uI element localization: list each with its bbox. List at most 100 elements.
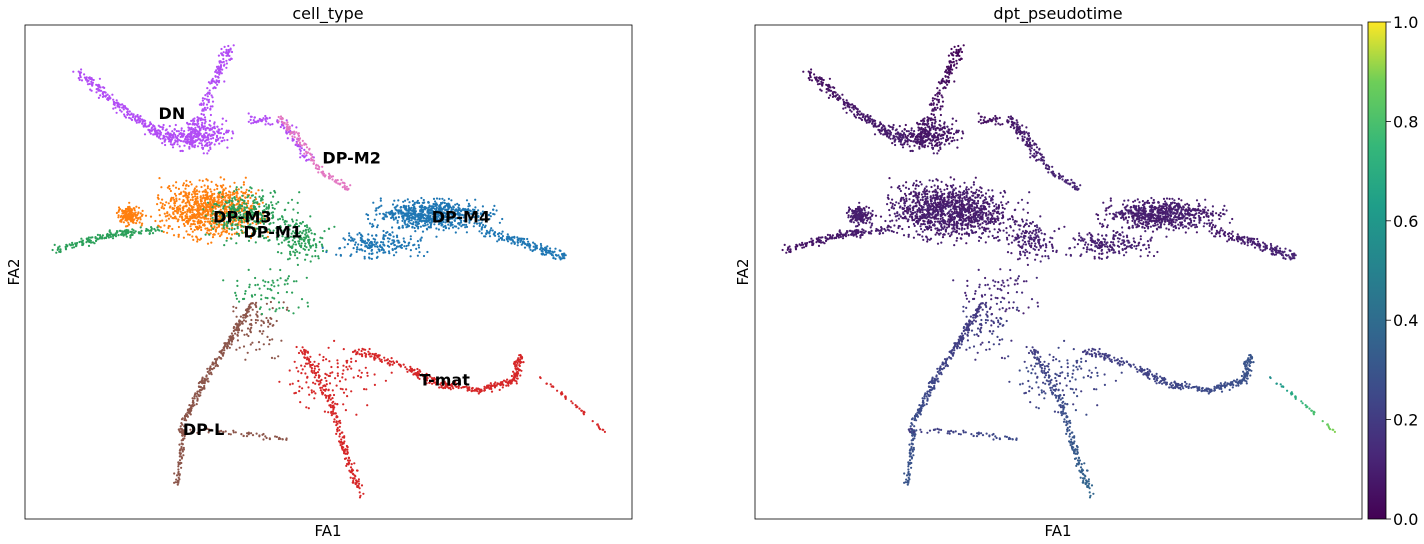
cell-point (527, 240, 530, 243)
cell-point (161, 126, 164, 129)
cell-point (405, 226, 408, 229)
cell-point (262, 438, 265, 441)
cell-point (119, 103, 122, 106)
cell-point (374, 245, 377, 248)
cell-point (227, 44, 230, 48)
cell-point (166, 231, 169, 234)
cell-point (168, 213, 171, 216)
cell-point (91, 241, 95, 244)
cell-point (296, 211, 299, 214)
cell-point (225, 239, 228, 242)
cell-point (132, 207, 135, 210)
cell-point (201, 118, 205, 121)
cell-point (501, 230, 504, 233)
cell-point (216, 187, 219, 190)
cell-point (334, 412, 337, 415)
cell-point (242, 181, 245, 184)
cell-point (293, 136, 296, 139)
cell-point (115, 111, 118, 114)
cell-point (200, 112, 203, 116)
cell-point (216, 125, 219, 128)
cell-point (293, 360, 296, 363)
cell-point (166, 212, 169, 215)
cell-point (405, 217, 408, 220)
cell-point (72, 246, 76, 249)
cell-point (362, 492, 365, 495)
cell-point (200, 185, 203, 189)
cell-point (191, 123, 194, 126)
cell-point (203, 106, 206, 109)
cell-point (330, 411, 333, 414)
cell-point (90, 80, 93, 83)
cell-point (369, 355, 372, 358)
cell-point (307, 248, 310, 251)
cell-point (91, 236, 94, 239)
cell-point (244, 313, 247, 316)
cell-point (222, 54, 225, 57)
cell-point (156, 196, 159, 199)
cell-point (518, 364, 521, 367)
cell-point (208, 372, 211, 375)
cell-point (346, 459, 350, 462)
cell-point (210, 137, 213, 140)
cell-point (116, 105, 119, 108)
cell-point (201, 126, 204, 129)
cell-point (126, 229, 129, 232)
cell-point (280, 339, 283, 342)
cell-point (328, 360, 331, 363)
cell-point (168, 140, 171, 143)
cell-point (152, 125, 156, 128)
cell-point (363, 250, 367, 253)
cell-point (139, 218, 142, 221)
cell-point (442, 229, 445, 232)
cell-point (84, 78, 88, 81)
cell-point (309, 355, 312, 358)
cell-point (285, 279, 288, 282)
cell-point (158, 208, 161, 212)
cell-point (56, 248, 59, 251)
cell-point (209, 217, 212, 220)
cell-point (288, 257, 291, 260)
cell-point (261, 118, 264, 122)
cell-point (480, 232, 483, 235)
cell-point (200, 379, 203, 382)
cell-point (395, 245, 399, 248)
cell-point (402, 217, 405, 220)
cell-point (217, 223, 220, 226)
cell-point (189, 128, 192, 131)
cell-point (468, 204, 471, 207)
cell-point (345, 464, 348, 467)
cell-point (351, 472, 355, 475)
cell-point (465, 199, 469, 202)
cell-point (292, 312, 295, 315)
cell-point (245, 435, 249, 438)
cell-point (206, 380, 209, 383)
cell-point (241, 320, 244, 323)
cell-point (445, 226, 448, 229)
cell-point (352, 247, 355, 250)
cell-point (202, 113, 205, 116)
cell-point (447, 197, 450, 200)
cell-point (591, 420, 594, 423)
cell-point (571, 402, 574, 405)
cell-point (175, 181, 178, 184)
cell-point (526, 237, 529, 241)
category-label-dn: DN (159, 104, 186, 123)
cell-point (376, 245, 379, 249)
cell-point (285, 128, 288, 131)
cell-point (315, 244, 318, 247)
cell-point (501, 386, 504, 389)
cell-point (189, 180, 192, 184)
cell-point (135, 121, 138, 124)
cell-point (307, 358, 311, 361)
cell-point (263, 284, 266, 287)
cell-point (379, 199, 382, 202)
cell-point (160, 186, 163, 189)
cell-point (400, 209, 403, 212)
cell-point (126, 113, 129, 116)
cell-point (296, 257, 299, 260)
cell-point (353, 462, 356, 465)
cell-point (80, 68, 83, 71)
cell-point (236, 284, 239, 287)
cell-point (541, 253, 544, 256)
